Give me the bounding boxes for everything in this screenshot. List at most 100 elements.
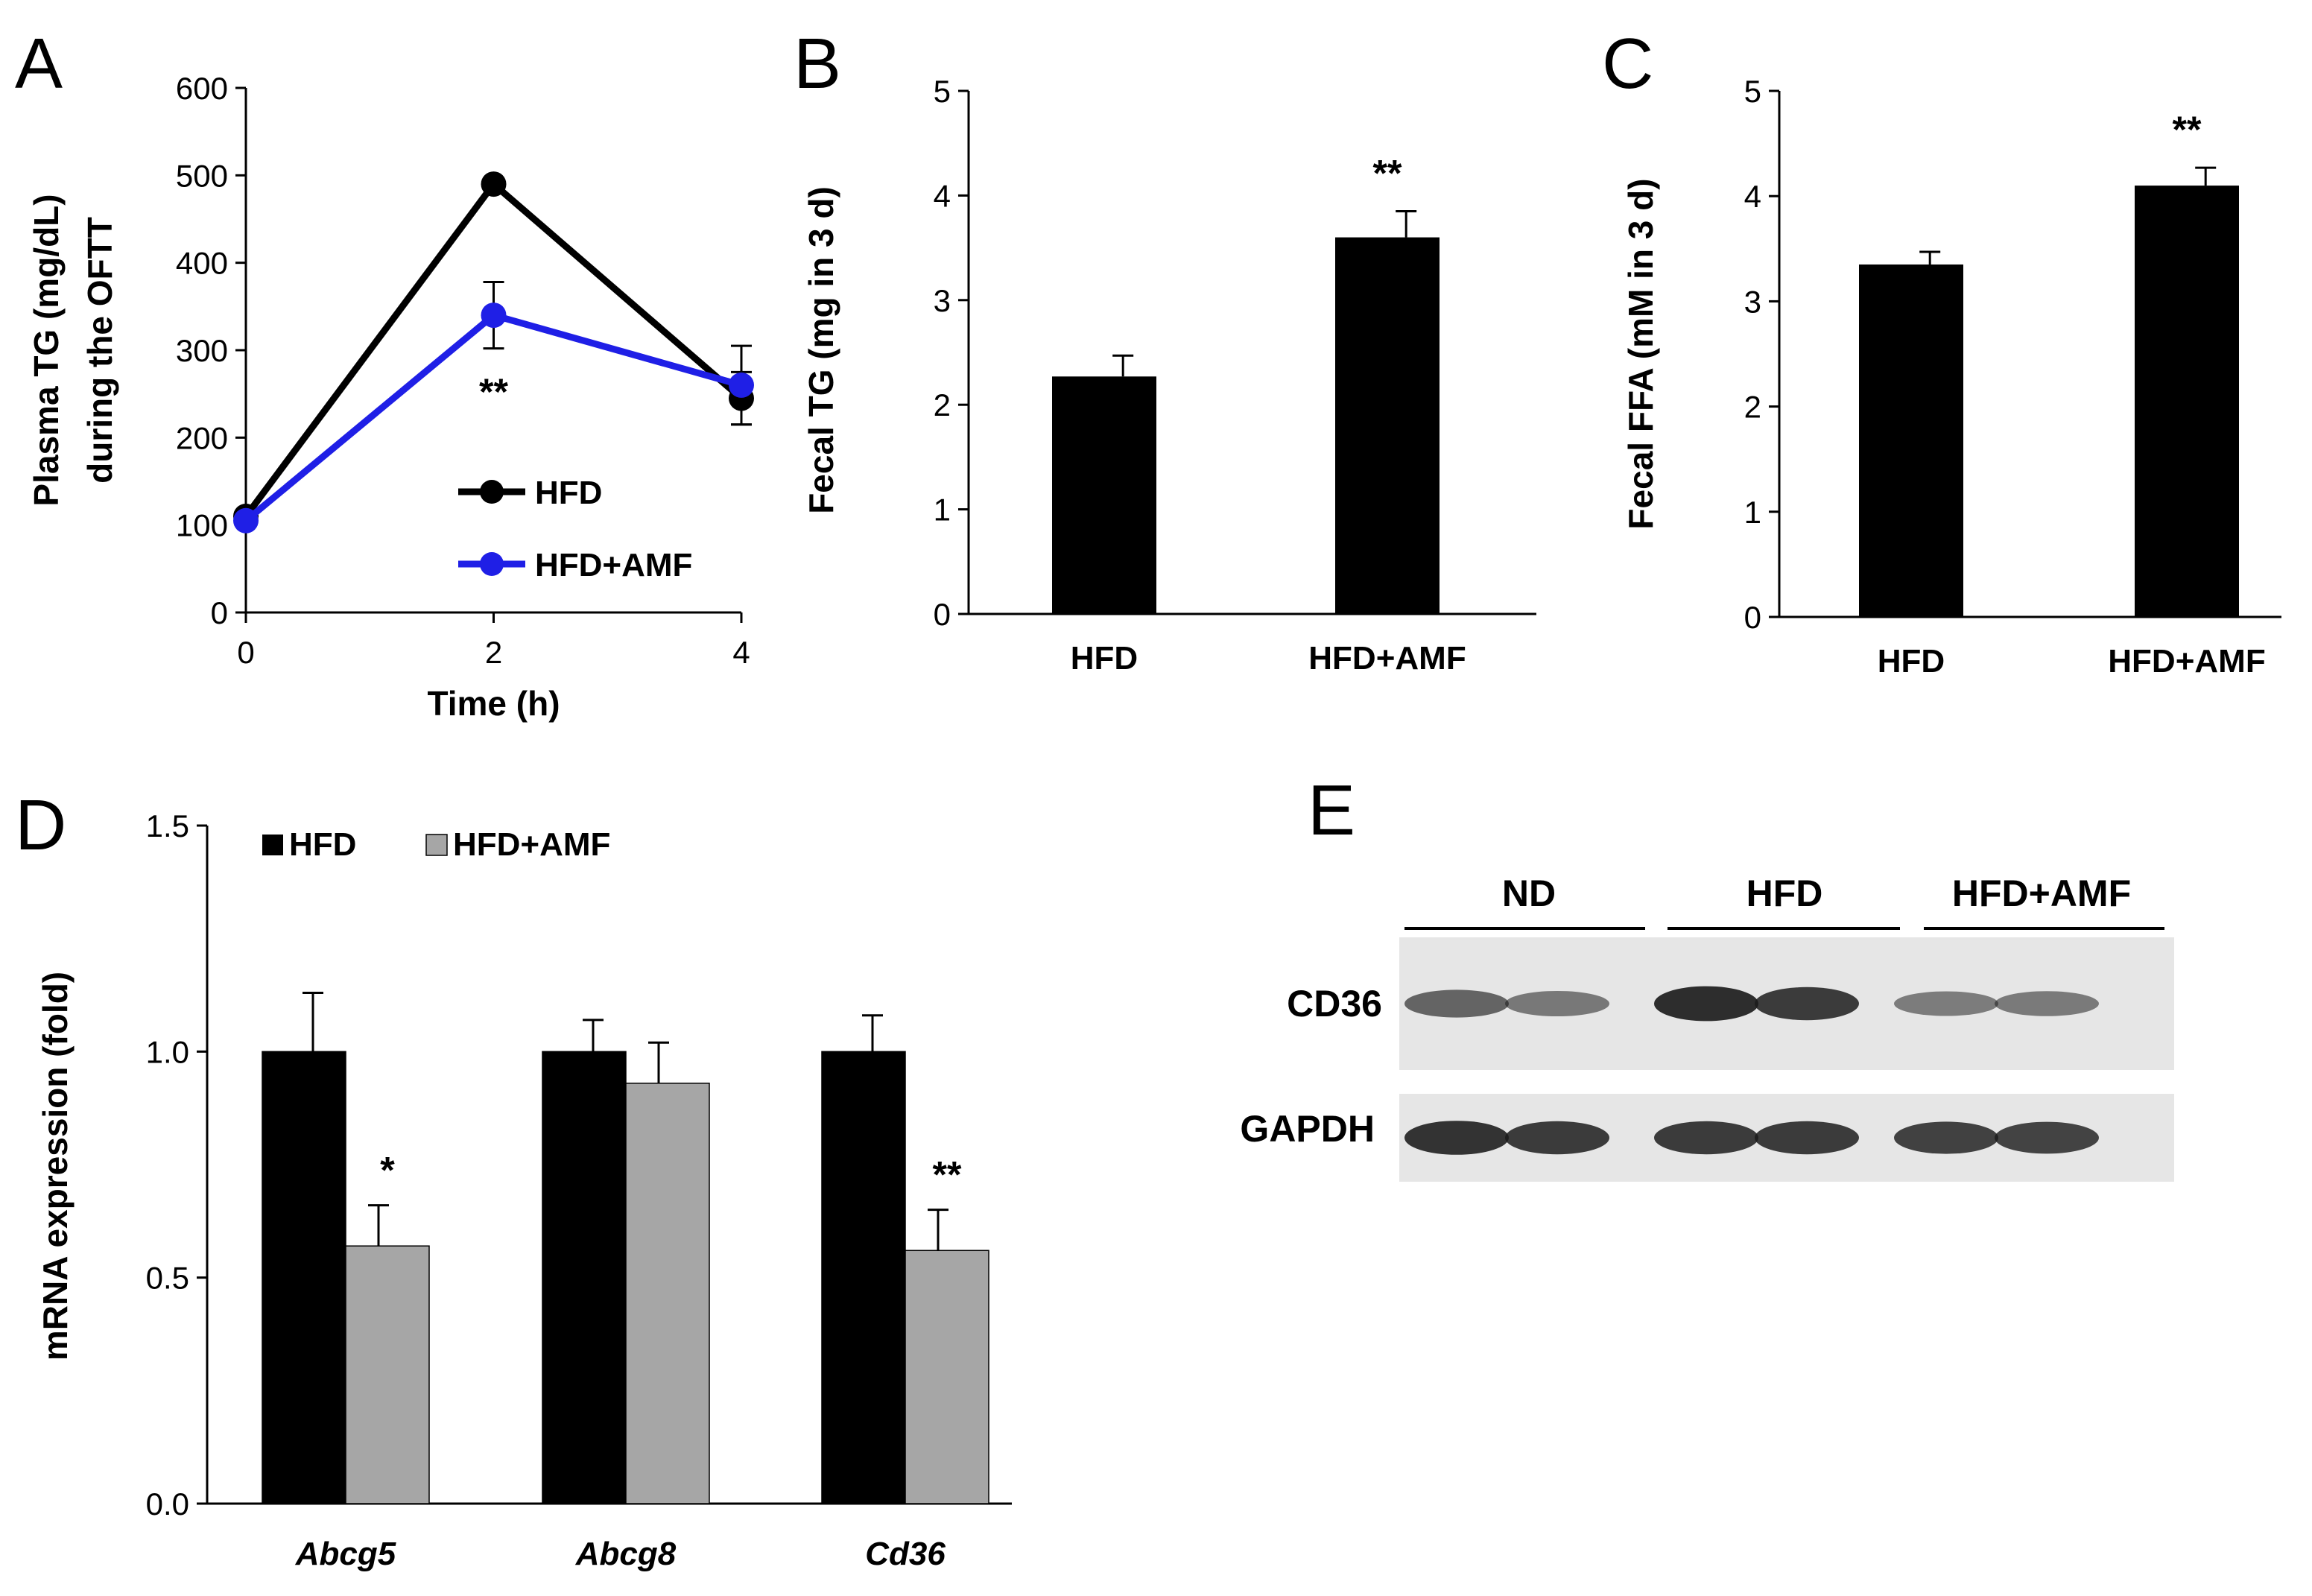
panel-d-bar-hfd xyxy=(262,1051,346,1504)
panel-c-y-tick-label: 3 xyxy=(1744,284,1761,319)
panel-c-y-tick-label: 4 xyxy=(1744,179,1761,214)
panel-d-bar-hfd xyxy=(821,1051,906,1504)
panel-c-bars xyxy=(1859,166,2239,617)
panel-d-grouped-bar-chart: 0.0 0.5 1.0 1.5 Abcg5 Abcg8 Cd36 mRNA expre… xyxy=(36,808,1012,1572)
blot-band-gapdh xyxy=(1995,1121,2099,1154)
panel-a-y-tick-label: 400 xyxy=(176,246,228,281)
panel-d-category-abcg5: Abcg5 xyxy=(295,1536,396,1572)
panel-a-y-tick-label: 100 xyxy=(176,508,228,543)
panel-a-x-ticks: 0 2 4 xyxy=(237,612,750,670)
panel-a-y-ticks: 0 100 200 300 400 500 600 xyxy=(176,71,246,630)
panel-d-y-axis-title: mRNA expression (fold) xyxy=(36,972,75,1361)
panel-b-bar-hfd-amf xyxy=(1335,237,1440,614)
panel-b-significance: ** xyxy=(1373,152,1402,194)
panel-c-category-hfd-amf: HFD+AMF xyxy=(2108,643,2265,680)
panel-d-bar-hfd-amf xyxy=(625,1083,710,1504)
blot-band-cd36 xyxy=(1894,991,1998,1016)
panel-d-bars xyxy=(262,991,989,1504)
panel-letter-d: D xyxy=(15,785,66,865)
blot-band-gapdh xyxy=(1654,1121,1758,1155)
panel-a-legend: HFD HFD+AMF xyxy=(458,475,692,583)
blot-band-cd36 xyxy=(1505,990,1609,1017)
panel-a-point-hfd-amf xyxy=(481,303,507,329)
blot-row-label-cd36: CD36 xyxy=(1287,983,1382,1025)
blot-band-cd36 xyxy=(1404,989,1509,1018)
panel-d-category-abcg8: Abcg8 xyxy=(575,1536,677,1572)
legend-hfd-amf-label: HFD+AMF xyxy=(535,547,692,583)
panel-a-y-tick-label: 300 xyxy=(176,333,228,368)
panel-a-y-tick-label: 0 xyxy=(211,595,228,630)
panel-b-y-tick-label: 4 xyxy=(934,178,951,213)
panel-letter-b: B xyxy=(794,24,841,104)
panel-a-point-hfd-amf xyxy=(729,372,754,398)
panel-a-significance: ** xyxy=(479,371,508,413)
blot-strips xyxy=(1399,937,2174,1182)
blot-band-gapdh xyxy=(1755,1121,1859,1155)
blot-group-hfd: HFD xyxy=(1746,873,1823,914)
panel-d-significance-cd36: ** xyxy=(933,1154,962,1196)
blot-band-gapdh xyxy=(1404,1121,1509,1155)
panel-letter-c: C xyxy=(1602,24,1653,104)
panel-a-line-hfd xyxy=(243,179,744,519)
panel-b-y-tick-label: 0 xyxy=(934,597,951,632)
panel-a-y-tick-label: 500 xyxy=(176,158,228,193)
panel-c-y-tick-label: 2 xyxy=(1744,390,1761,425)
panel-d-y-tick-label: 0.0 xyxy=(146,1486,189,1521)
panel-a-x-axis-title: Time (h) xyxy=(427,684,560,723)
legend-hfd-label: HFD xyxy=(289,826,356,863)
panel-c-significance: ** xyxy=(2173,109,2202,151)
panel-e-western-blot: ND HFD HFD+AMF CD36 GAPDH xyxy=(1240,873,2174,1182)
panel-b-y-tick-label: 3 xyxy=(934,283,951,318)
panel-d-bar-hfd-amf xyxy=(905,1250,989,1504)
panel-c-category-hfd: HFD xyxy=(1878,643,1945,680)
panel-a-series xyxy=(233,171,754,533)
panel-d-legend: HFD HFD+AMF xyxy=(262,826,610,863)
panel-a-line-chart: 0 100 200 300 400 500 600 0 2 4 Time (h) Plasma … xyxy=(27,71,754,723)
panel-d-y-ticks: 0.0 0.5 1.0 1.5 xyxy=(146,808,207,1521)
panel-a-y-tick-label: 200 xyxy=(176,420,228,455)
panel-a-y-axis-title-line2: during the OFTT xyxy=(80,217,119,484)
panel-a-y-axis-title-line1: Plasma TG (mg/dL) xyxy=(27,194,66,506)
legend-hfd-label: HFD xyxy=(535,475,602,511)
blot-band-cd36 xyxy=(1654,986,1758,1022)
panel-a-x-tick-label: 2 xyxy=(485,635,502,670)
panel-letter-e: E xyxy=(1308,770,1355,850)
panel-a-point-hfd-amf xyxy=(233,507,259,533)
blot-band-cd36 xyxy=(1995,991,2099,1016)
blot-group-hfd-amf: HFD+AMF xyxy=(1952,873,2131,914)
blot-band-cd36 xyxy=(1755,987,1859,1021)
legend-hfd-amf-marker xyxy=(480,552,504,576)
panel-d-y-tick-label: 0.5 xyxy=(146,1261,189,1296)
panel-b-y-axis-title: Fecal TG (mg in 3 d) xyxy=(802,186,840,514)
panel-b-bar-hfd xyxy=(1052,376,1156,614)
panel-letter-a: A xyxy=(15,24,63,104)
panel-b-category-hfd-amf: HFD+AMF xyxy=(1308,640,1466,677)
panel-b-y-tick-label: 5 xyxy=(934,74,951,109)
panel-a-axes xyxy=(244,88,741,614)
panel-b-y-tick-label: 1 xyxy=(934,493,951,528)
panel-b-category-hfd: HFD xyxy=(1071,640,1138,677)
panel-d-bar-hfd-amf xyxy=(345,1245,430,1504)
panel-b-y-tick-label: 2 xyxy=(934,387,951,422)
panel-a-y-tick-label: 600 xyxy=(176,71,228,106)
panel-c-bar-hfd-amf xyxy=(2135,186,2239,617)
panel-d-y-tick-label: 1.0 xyxy=(146,1034,189,1069)
legend-hfd-amf-label: HFD+AMF xyxy=(453,826,610,863)
panel-c-y-tick-label: 5 xyxy=(1744,74,1761,109)
blot-band-gapdh xyxy=(1505,1121,1609,1155)
panel-a-point-hfd xyxy=(481,171,507,197)
panel-d-bar-hfd xyxy=(542,1051,627,1504)
panel-a-x-tick-label: 0 xyxy=(237,635,254,670)
legend-hfd-swatch xyxy=(262,835,283,855)
panel-d-significance-abcg5: * xyxy=(380,1150,395,1191)
panel-c-y-tick-label: 1 xyxy=(1744,495,1761,530)
panel-d-category-cd36: Cd36 xyxy=(865,1536,946,1572)
legend-hfd-amf-swatch xyxy=(425,834,448,856)
panel-a-x-tick-label: 4 xyxy=(732,635,750,670)
panel-c-bar-chart: 0 1 2 3 4 5 HFD HFD+AMF Fecal FFA (mM in 3 d)… xyxy=(1621,74,2281,680)
panel-b-bars xyxy=(1052,209,1440,614)
panel-c-y-axis-title: Fecal FFA (mM in 3 d) xyxy=(1621,178,1660,529)
panel-c-y-tick-label: 0 xyxy=(1744,600,1761,635)
panel-c-bar-hfd xyxy=(1859,264,1963,617)
